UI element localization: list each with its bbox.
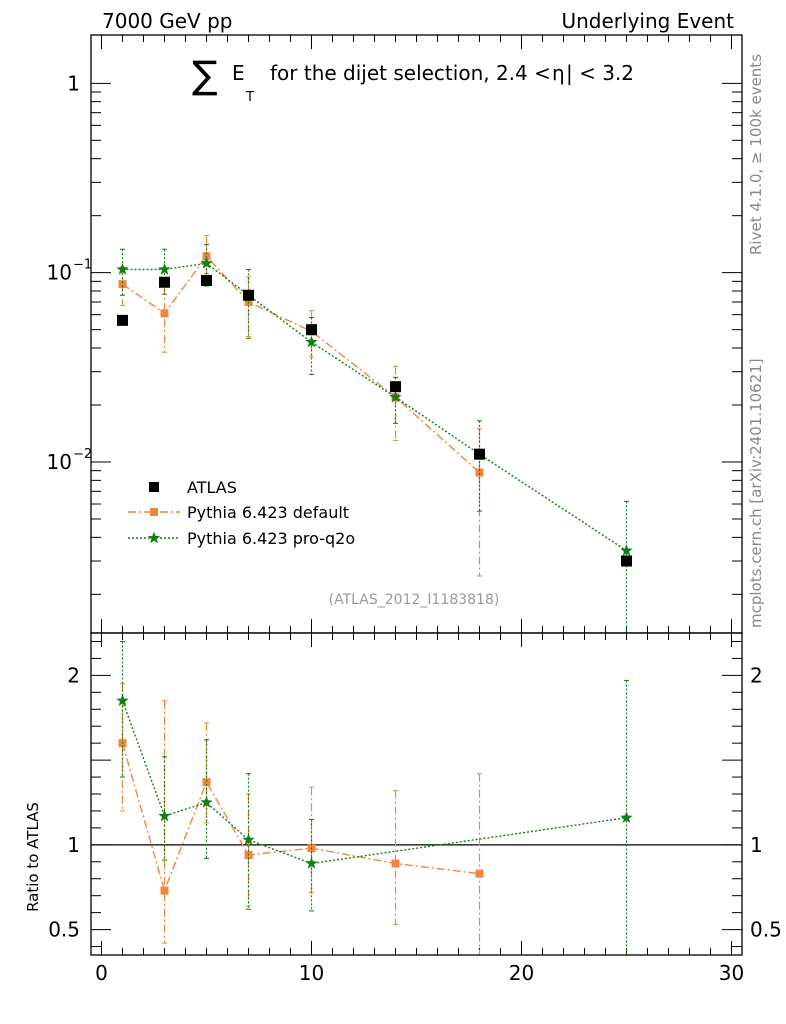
marker-pythia-proq2o [116,262,129,275]
x-tick-label: 20 [509,961,534,985]
title-eta: η [552,61,565,85]
x-tick-label: 0 [95,961,108,985]
x-tick-label: 30 [719,961,744,985]
header-left: 7000 GeV pp [102,9,233,33]
y-tick-exponent: −1 [73,258,92,273]
title-subscript: T [245,90,254,105]
marker-pythia-proq2o [200,795,213,808]
ratio-line-pythia-default [121,743,480,893]
ratio-frame [90,632,743,956]
marker-pythia-proq2o [389,390,402,403]
legend-marker-pythia-default [150,508,158,516]
marker-pythia-proq2o [620,544,633,556]
ratio-ylabel: Ratio to ATLAS [24,802,42,912]
marker-pythia-default [118,280,127,289]
marker-pythia-proq2o [305,856,318,869]
marker-pythia-proq2o [158,262,171,275]
title-text: for the dijet selection, 2.4 < [270,61,551,85]
marker-atlas [474,448,485,460]
x-tick-label: 10 [299,961,324,985]
main-axes: 110−110−2 [47,35,742,633]
legend-label-atlas: ATLAS [187,478,237,497]
marker-atlas [159,276,170,288]
y-tick-label: 2 [67,663,80,687]
legend-label-pythia-default: Pythia 6.423 default [187,503,349,522]
legend-marker-pythia-proq2o [147,531,161,544]
marker-atlas [117,314,128,326]
y-tick-label: 1 [67,833,80,857]
series-line-pythia-default [122,255,480,474]
marker-pythia-default [160,309,169,318]
marker-pythia-default [202,252,211,261]
mcplots-label: mcplots.cern.ch [arXiv:2401.10621] [747,358,765,628]
y-tick-label-right: 1 [750,833,763,857]
marker-pythia-default [475,869,484,878]
series-line-pythia-proq2o [122,262,627,552]
y-tick-label: 1 [67,71,80,95]
rivet-label: Rivet 4.1.0, ≥ 100k events [747,54,765,255]
chart-title: ∑ E T for the dijet selection, 2.4 < η |… [192,53,634,105]
y-tick-label: 10 [47,261,72,285]
legend-marker-atlas [149,482,159,492]
marker-pythia-proq2o [116,694,129,707]
analysis-label: (ATLAS_2012_I1183818) [329,592,500,608]
ratio-line-pythia-proq2o [121,700,627,865]
marker-atlas [390,381,401,393]
marker-pythia-default [391,859,400,868]
title-e: E [232,61,245,85]
marker-pythia-default [475,468,484,477]
legend: ATLAS Pythia 6.423 default Pythia 6.423 … [128,478,355,548]
ratio-axes: 0 10 20 300.5 0.51 12 2 [48,633,782,985]
marker-pythia-proq2o [620,811,633,823]
marker-pythia-default [160,886,169,895]
y-tick-label-right: 0.5 [750,918,782,942]
title-end: | < 3.2 [566,61,634,85]
marker-pythia-proq2o [200,256,213,269]
marker-atlas [243,289,254,301]
marker-pythia-proq2o [158,809,171,822]
y-tick-exponent: −2 [73,447,92,462]
title-sum-symbol: ∑ [192,53,218,97]
marker-pythia-proq2o [242,833,255,846]
y-tick-label: 0.5 [48,918,80,942]
ratio-series [116,640,633,956]
y-tick-label-right: 2 [750,663,763,687]
legend-label-pythia-proq2o: Pythia 6.423 pro-q2o [187,529,355,548]
marker-pythia-proq2o [305,335,318,348]
marker-atlas [621,555,632,567]
y-tick-label: 10 [47,450,72,474]
main-series [116,235,633,634]
marker-atlas [306,324,317,336]
marker-atlas [201,274,212,286]
marker-pythia-default [202,778,211,787]
header-right: Underlying Event [561,9,734,33]
